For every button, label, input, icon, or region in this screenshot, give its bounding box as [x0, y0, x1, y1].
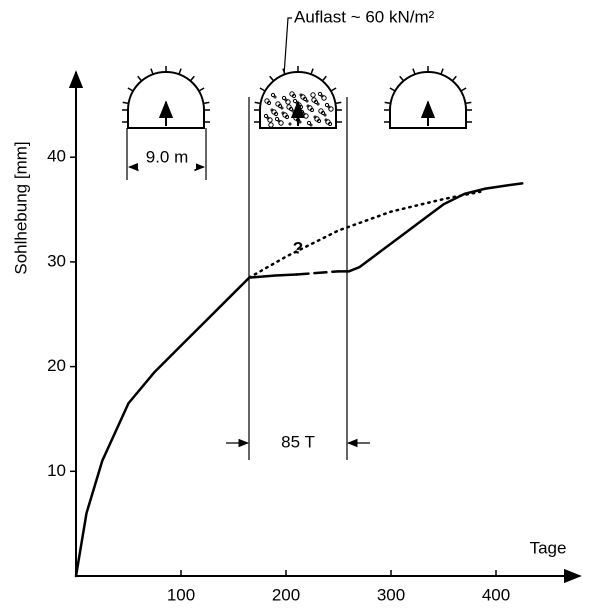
- fill-stone: [311, 97, 317, 103]
- fill-stone: [270, 108, 274, 112]
- fill-stone: [323, 113, 327, 117]
- fill-stone: [306, 120, 312, 126]
- bolt: [198, 87, 205, 92]
- x-tick-label: 100: [167, 585, 195, 604]
- bolt: [310, 68, 314, 75]
- fill-stone: [285, 99, 291, 105]
- fill-stone: [299, 93, 303, 97]
- bolt: [451, 75, 457, 82]
- bolt: [259, 87, 266, 92]
- bolt: [384, 101, 391, 105]
- fill-stone: [318, 108, 324, 114]
- x-tick-label: 400: [482, 585, 510, 604]
- y-tick-label: 20: [47, 356, 66, 375]
- bolt: [440, 68, 444, 75]
- fill-stone: [274, 116, 280, 122]
- fill-stone: [305, 99, 309, 103]
- fill-stone: [300, 94, 306, 100]
- series-line: [74, 273, 298, 578]
- fill-stone: [281, 111, 285, 115]
- fill-stone: [314, 116, 320, 122]
- label-bg: [138, 147, 196, 169]
- fill-stone: [310, 92, 316, 98]
- fill-stone: [273, 95, 277, 99]
- fill-stone: [313, 115, 317, 119]
- y-tick-label: 10: [47, 461, 66, 480]
- series-line: [295, 270, 340, 276]
- fill-stone: [307, 105, 313, 111]
- tunnel: [259, 71, 337, 129]
- fill-stone: [321, 95, 327, 101]
- bolt: [269, 75, 275, 82]
- fill-stone: [281, 95, 287, 101]
- fill-stone: [267, 117, 273, 123]
- fill-stone: [263, 113, 269, 119]
- bolt: [412, 68, 416, 75]
- fill-stone: [271, 109, 277, 115]
- annotation: ?: [293, 238, 303, 257]
- tunnel: [127, 71, 205, 129]
- bolt: [137, 75, 143, 82]
- bolt: [321, 75, 327, 82]
- fill-stone: [320, 94, 324, 98]
- annotation: 9.0 m: [146, 147, 189, 166]
- fill-stone: [266, 116, 270, 120]
- fill-stone: [264, 98, 270, 104]
- fill-stone: [324, 102, 330, 108]
- bolt: [399, 75, 405, 82]
- x-tick-label: 200: [272, 585, 300, 604]
- fill-stone: [278, 120, 284, 126]
- bolt: [254, 101, 261, 105]
- fill-stone: [317, 91, 323, 97]
- fill-stone: [270, 92, 276, 98]
- y-axis-label: Sohlhebung [mm]: [11, 141, 30, 274]
- fill-stone: [282, 112, 288, 118]
- fill-stone: [280, 106, 284, 110]
- fill-stone: [268, 122, 274, 128]
- fill-stone: [316, 102, 320, 106]
- bolt: [189, 75, 195, 82]
- fill-stone: [327, 105, 331, 109]
- series-line: [337, 182, 524, 273]
- bolt: [203, 101, 210, 105]
- bolt: [127, 87, 134, 92]
- fill-stone: [288, 122, 292, 126]
- y-tick-label: 40: [47, 147, 66, 166]
- fill-stone: [277, 119, 281, 123]
- x-axis-label: Tage: [530, 538, 567, 557]
- tunnel: [389, 71, 467, 129]
- bolt: [330, 87, 337, 92]
- fill-stone: [306, 104, 310, 108]
- fill-stone: [284, 98, 288, 102]
- bolt: [178, 68, 182, 75]
- fill-stone: [309, 123, 313, 127]
- x-tick-label: 300: [377, 585, 405, 604]
- fill-stone: [289, 91, 295, 97]
- bolt: [122, 101, 129, 105]
- annotation: 85 T: [281, 432, 315, 451]
- bolt: [335, 101, 342, 105]
- series-line: [248, 190, 482, 279]
- bolt: [282, 68, 286, 75]
- bolt: [389, 87, 396, 92]
- fill-stone: [328, 106, 334, 112]
- fill-stone: [275, 101, 281, 107]
- fill-stone: [324, 118, 328, 122]
- bolt: [465, 101, 472, 105]
- fill-stone: [325, 119, 331, 125]
- bolt: [150, 68, 154, 75]
- y-tick-label: 30: [47, 251, 66, 270]
- annotation: Auflast ~ 60 kN/m²: [294, 7, 435, 26]
- bolt: [460, 87, 467, 92]
